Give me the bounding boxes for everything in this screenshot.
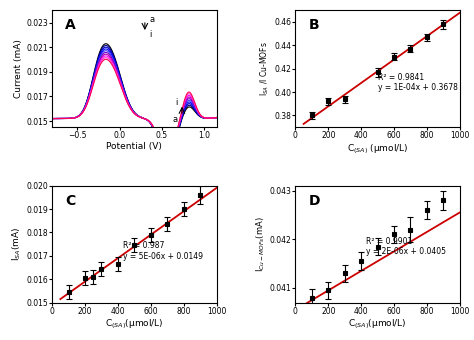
X-axis label: C$_{(SA)}$(μmol/L): C$_{(SA)}$(μmol/L) xyxy=(105,317,164,331)
Y-axis label: I$_{SA}$ /I Cu-MOFs: I$_{SA}$ /I Cu-MOFs xyxy=(259,41,272,96)
Text: B: B xyxy=(309,18,319,32)
X-axis label: C$_{(SA)}$ (μmol/L): C$_{(SA)}$ (μmol/L) xyxy=(347,142,408,155)
Text: C: C xyxy=(65,194,75,208)
Y-axis label: I$_{SA}$(mA): I$_{SA}$(mA) xyxy=(11,227,23,261)
Text: a: a xyxy=(173,115,178,124)
Text: R² = 0.9901
y = 2E-06x + 0.0405: R² = 0.9901 y = 2E-06x + 0.0405 xyxy=(366,237,446,256)
Text: R² = 0.987
y = 5E-06x + 0.0149: R² = 0.987 y = 5E-06x + 0.0149 xyxy=(123,241,203,261)
Text: D: D xyxy=(309,194,320,208)
Text: i: i xyxy=(175,98,178,107)
Text: R² = 0.9841
y = 1E-04x + 0.3678: R² = 0.9841 y = 1E-04x + 0.3678 xyxy=(378,73,457,92)
Y-axis label: I$_{Cu-MOFs}$(mA): I$_{Cu-MOFs}$(mA) xyxy=(254,216,266,272)
Text: A: A xyxy=(65,18,76,32)
Y-axis label: Current (mA): Current (mA) xyxy=(14,39,23,98)
X-axis label: Potential (V): Potential (V) xyxy=(106,142,162,151)
Text: i: i xyxy=(149,30,152,39)
Text: a: a xyxy=(149,15,154,24)
X-axis label: C$_{(SA)}$(μmol/L): C$_{(SA)}$(μmol/L) xyxy=(348,317,407,331)
